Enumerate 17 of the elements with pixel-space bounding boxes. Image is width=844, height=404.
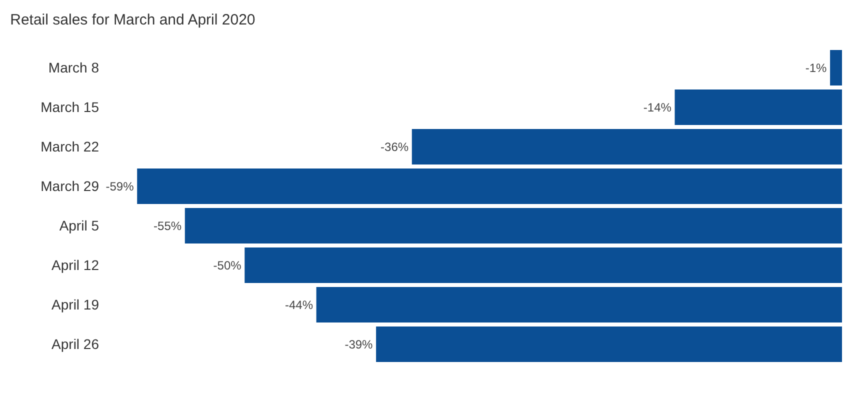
data-label: -44% xyxy=(284,298,314,312)
y-tick-label: March 22 xyxy=(40,138,100,155)
data-label: -39% xyxy=(344,337,374,352)
y-tick-label: March 8 xyxy=(48,60,100,76)
y-tick-label: April 12 xyxy=(52,257,100,274)
data-label: -36% xyxy=(380,140,409,154)
data-label: -1% xyxy=(805,60,828,75)
y-tick-label: April 26 xyxy=(52,336,100,352)
data-label: -59% xyxy=(106,179,134,194)
data-label: -14% xyxy=(643,100,672,114)
y-tick-label: April 5 xyxy=(59,218,100,234)
chart-title: Retail sales for March and April 2020 xyxy=(10,12,256,29)
y-tick-label: March 15 xyxy=(40,99,100,116)
y-tick-label: April 19 xyxy=(52,296,100,313)
data-label: -55% xyxy=(154,218,182,233)
data-label: -50% xyxy=(213,258,242,272)
y-tick-label: March 29 xyxy=(40,178,100,194)
